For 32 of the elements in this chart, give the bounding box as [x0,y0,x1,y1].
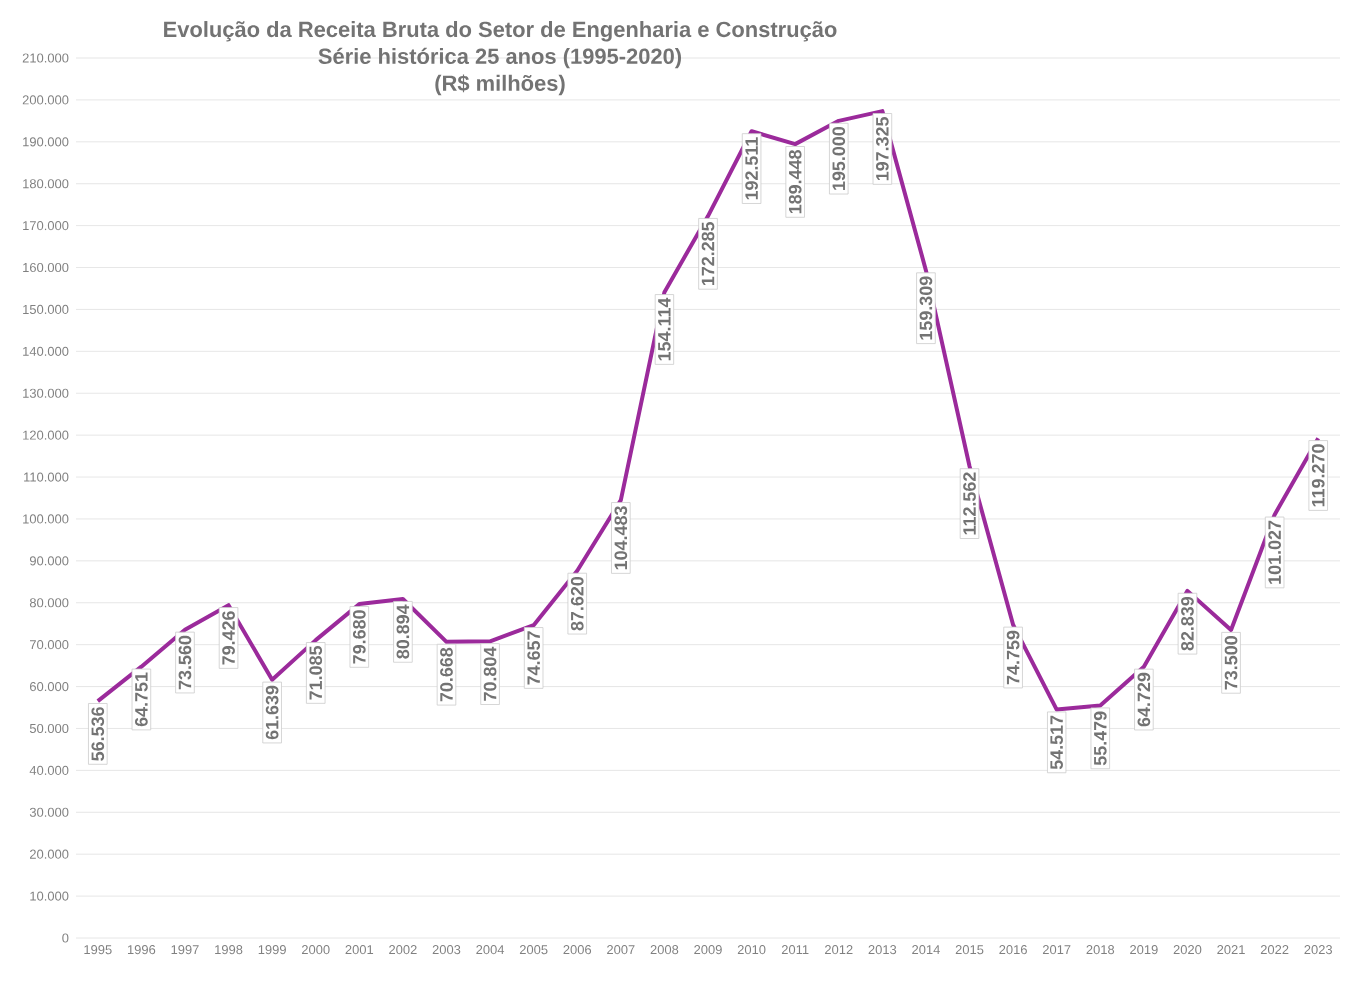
data-label: 112.562 [963,472,976,535]
data-label: 82.839 [1181,596,1194,651]
data-label: 56.536 [91,707,105,761]
data-label: 61.639 [265,685,279,740]
data-label: 64.729 [1137,672,1151,727]
annotation: (R$ milhões) [435,74,565,96]
data-label: 159.309 [919,276,933,340]
data-label: 55.479 [1093,711,1107,766]
data-label: 70.804 [483,646,497,701]
data-label: 79.680 [352,610,366,664]
data-label: 70.668 [440,647,453,702]
chart-title: Evolução da Receita Bruta do Setor de Engenharia e Construção [164,21,837,42]
data-label: 101.027 [1268,520,1281,584]
data-label: 87.620 [570,576,584,631]
data-label: 189.448 [788,150,802,214]
data-label: 71.085 [309,646,323,700]
data-label: 195.000 [832,126,846,190]
data-label: 74.657 [527,631,541,685]
chart-subtitle: Série histórica 25 anos (1995-2020) [318,47,682,69]
data-label: 73.500 [1224,636,1238,690]
data-label: 79.426 [222,611,235,665]
data-label: 172.285 [701,221,715,286]
data-label: 104.483 [614,506,628,570]
data-label: 54.517 [1050,715,1063,770]
data-label: 74.759 [1006,630,1020,685]
data-label: 192.511 [745,137,758,200]
data-label: 154.114 [658,297,671,361]
data-label: 73.560 [178,635,192,690]
data-label: 64.751 [135,672,148,727]
data-label: 197.325 [875,117,889,181]
data-label: 80.894 [396,604,410,659]
data-label: 119.270 [1311,444,1325,507]
